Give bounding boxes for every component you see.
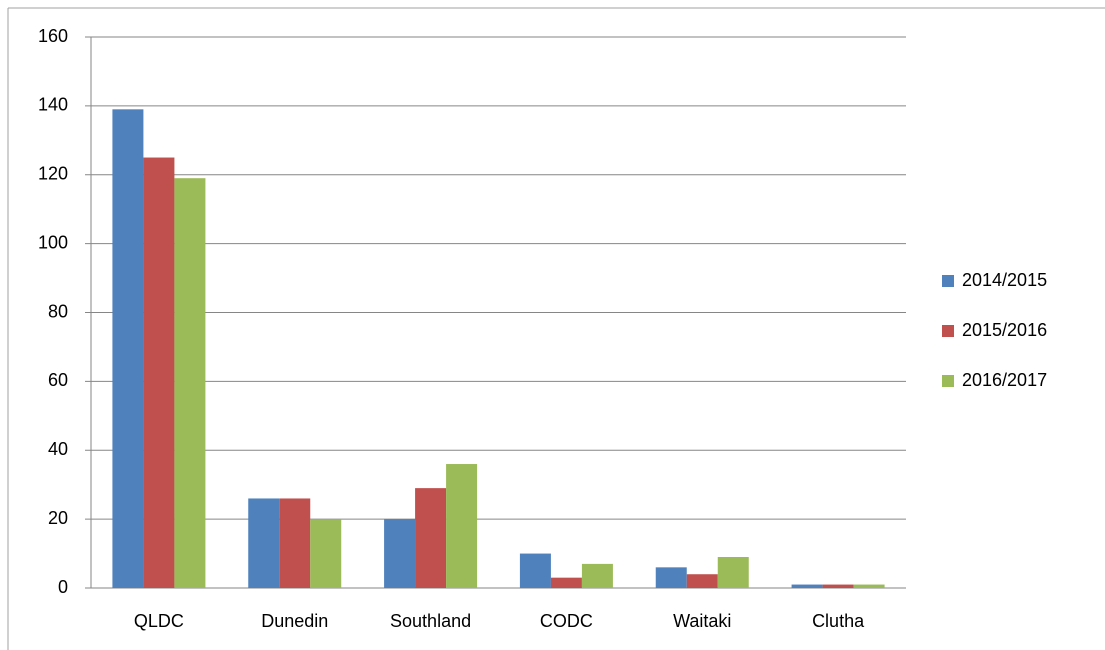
y-tick-label: 140 bbox=[38, 95, 68, 115]
x-tick-label: Southland bbox=[390, 611, 471, 631]
legend-swatch bbox=[942, 375, 954, 387]
legend-label: 2016/2017 bbox=[962, 370, 1047, 390]
bar bbox=[248, 498, 280, 588]
bar bbox=[822, 584, 854, 588]
legend-swatch bbox=[942, 275, 954, 287]
x-tick-label: Dunedin bbox=[261, 611, 328, 631]
y-tick-label: 0 bbox=[58, 577, 68, 597]
y-tick-label: 100 bbox=[38, 232, 68, 252]
bar bbox=[446, 464, 478, 588]
bar bbox=[717, 557, 749, 588]
bar bbox=[686, 574, 718, 588]
x-tick-label: Clutha bbox=[812, 611, 865, 631]
bar bbox=[519, 553, 551, 588]
bar bbox=[791, 584, 823, 588]
y-tick-label: 160 bbox=[38, 26, 68, 46]
x-tick-label: QLDC bbox=[134, 611, 184, 631]
y-tick-label: 120 bbox=[38, 164, 68, 184]
bar bbox=[143, 157, 175, 588]
y-tick-label: 60 bbox=[48, 370, 68, 390]
y-tick-label: 80 bbox=[48, 301, 68, 321]
bar bbox=[174, 178, 206, 588]
legend-label: 2014/2015 bbox=[962, 270, 1047, 290]
bar bbox=[655, 567, 687, 588]
x-tick-label: CODC bbox=[540, 611, 593, 631]
bar bbox=[415, 488, 447, 588]
y-tick-label: 40 bbox=[48, 439, 68, 459]
bar bbox=[550, 577, 582, 588]
bar bbox=[384, 519, 416, 588]
legend-swatch bbox=[942, 325, 954, 337]
bar bbox=[112, 109, 144, 588]
bar bbox=[279, 498, 311, 588]
legend-label: 2015/2016 bbox=[962, 320, 1047, 340]
x-tick-label: Waitaki bbox=[673, 611, 731, 631]
bar bbox=[853, 584, 885, 588]
y-tick-label: 20 bbox=[48, 508, 68, 528]
bar bbox=[310, 519, 342, 588]
bar bbox=[581, 563, 613, 588]
